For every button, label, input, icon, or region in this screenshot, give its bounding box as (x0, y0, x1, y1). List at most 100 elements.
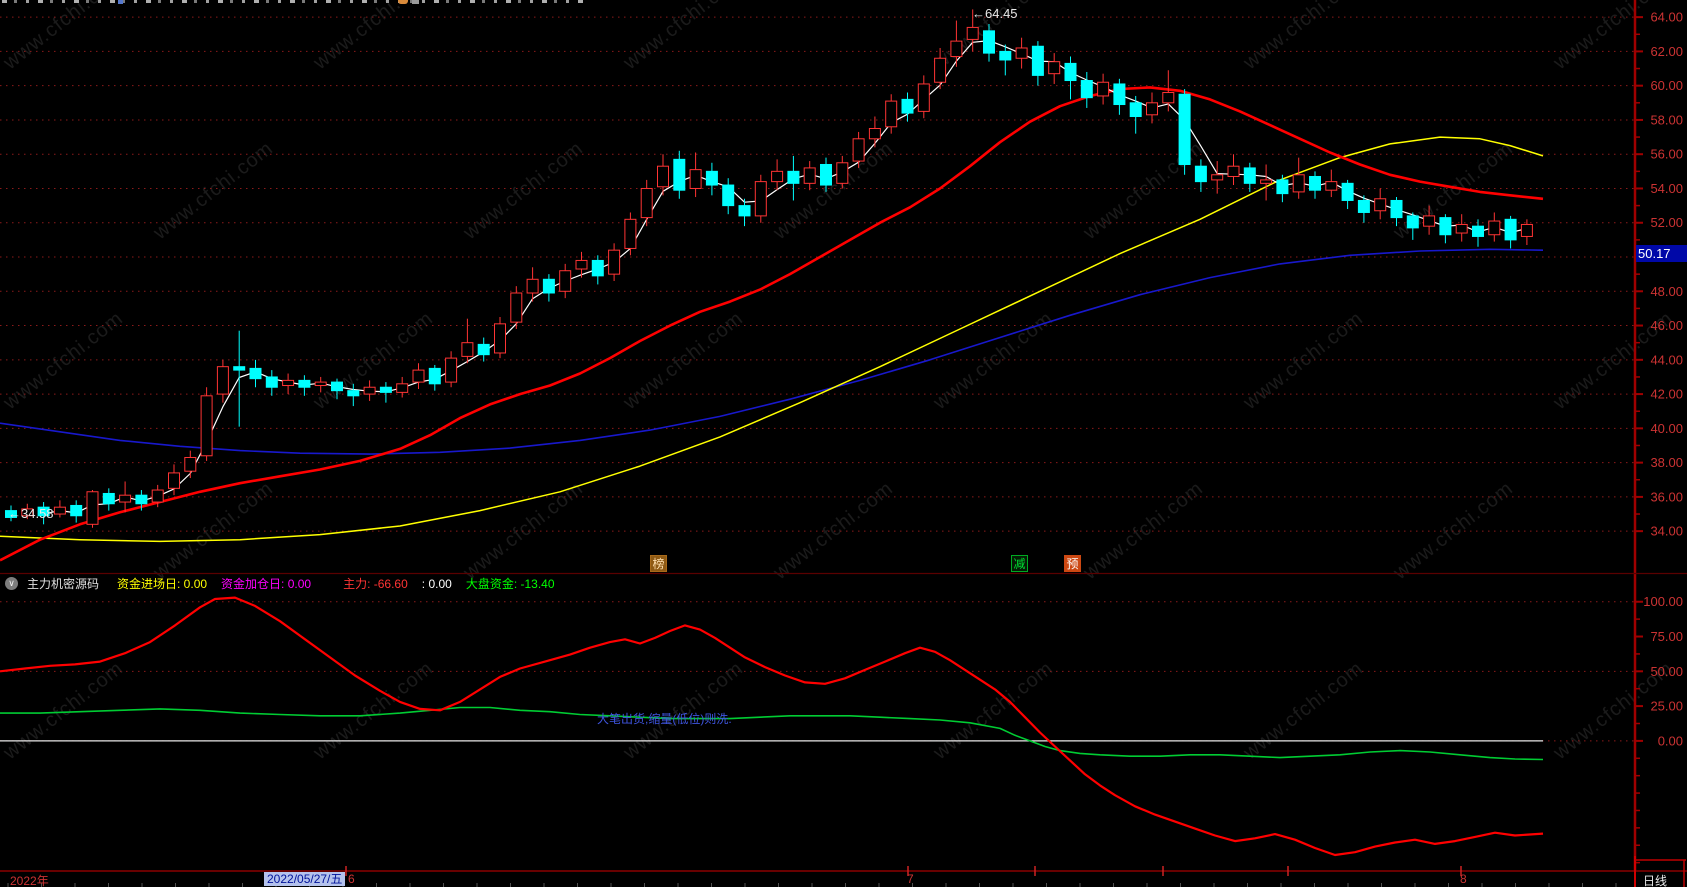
year-label: 2022年 (10, 874, 49, 887)
candlestick (265, 376, 278, 388)
candlestick (738, 205, 751, 217)
candlestick (689, 169, 702, 189)
candlestick (363, 386, 376, 395)
candlestick (428, 367, 441, 385)
candlestick (1080, 80, 1093, 99)
candlestick (477, 343, 490, 356)
indicator-header-bar: ∨ 主力机密源码 资金进场日: 0.00 资金加仓日: 0.00 主力: -66… (0, 575, 1630, 592)
signal-marker-yu: 预 (1064, 555, 1081, 572)
candlestick (1472, 225, 1484, 237)
market-funds-value-field: 大盘资金: -13.40 (465, 577, 555, 591)
y-axis-label: 60.00 (1650, 78, 1683, 93)
candlestick (722, 184, 735, 207)
candlestick (868, 128, 881, 140)
fund-add-day-field: 资金加仓日: 0.00 (221, 577, 312, 591)
candlestick (510, 292, 523, 323)
candlestick (673, 158, 686, 191)
secondary-value-field: : 0.00 (421, 576, 452, 591)
indicator-axis: 100.00 75.00 50.00 25.00 0.00 (0, 594, 1683, 864)
y-axis-label: 56.00 (1650, 147, 1683, 162)
candlestick (1243, 167, 1256, 184)
candlestick (901, 98, 914, 114)
y-axis-label: 0.00 (1658, 733, 1683, 748)
candlestick (445, 357, 458, 383)
main-force-value-field: 主力: -66.60 (343, 577, 408, 591)
market-funds-line (0, 706, 1544, 761)
main-force-line (0, 596, 1544, 857)
candlestick (1309, 175, 1321, 191)
watermark-text: www.cfchi.com (459, 137, 588, 244)
watermark-text: www.cfchi.com (309, 307, 438, 414)
candlestick (282, 379, 295, 387)
y-axis-label: 75.00 (1650, 629, 1683, 644)
candlestick (1227, 165, 1240, 177)
watermark-text: www.cfchi.com (769, 477, 898, 584)
y-axis-label: 25.00 (1650, 699, 1683, 714)
last-price-tag: 50.17 (1636, 245, 1687, 262)
candlestick (233, 366, 246, 371)
indicator-note-text: 大笔出货,缩量(低位)则洗. (597, 712, 732, 726)
candlestick (754, 181, 767, 217)
candlestick (1374, 198, 1387, 212)
highlighted-date-label[interactable]: 2022/05/27/五 (264, 872, 346, 886)
candlestick (640, 187, 653, 219)
candlestick (102, 492, 115, 505)
ma-blue-line (0, 248, 1544, 455)
clipped-title-fragment (412, 0, 419, 4)
candlestick (298, 379, 311, 388)
y-axis-label: 46.00 (1650, 318, 1683, 333)
watermark-text: www.cfchi.com (309, 0, 438, 75)
collapse-chevron-icon[interactable]: ∨ (5, 577, 18, 590)
high-price-annotation: ←64.45 (972, 6, 1018, 21)
y-axis-label: 34.00 (1650, 524, 1683, 539)
candlestick (803, 167, 816, 184)
indicator-name[interactable]: 主力机密源码 (27, 577, 100, 591)
y-axis-label: 52.00 (1650, 215, 1683, 230)
candlestick (999, 50, 1012, 61)
candlestick (119, 494, 132, 503)
candlestick (1341, 182, 1354, 201)
candlestick (184, 456, 197, 472)
candlestick (1064, 62, 1077, 82)
watermark-text: www.cfchi.com (149, 137, 278, 244)
fund-entry-day-field: 资金进场日: 0.00 (117, 577, 208, 591)
period-selector-label[interactable]: 日线 (1643, 874, 1668, 887)
price-axis: 64.0062.0060.0058.0056.0054.0052.0050.00… (1635, 10, 1683, 539)
candlestick (852, 138, 865, 162)
candlestick (1031, 45, 1044, 76)
candlestick (200, 395, 213, 457)
candlestick (559, 270, 572, 292)
month-label-august: 8 (1460, 872, 1467, 886)
watermark-text: www.cfchi.com (0, 0, 128, 75)
candlestick (1129, 102, 1142, 118)
candlestick (771, 170, 784, 183)
candlestick (1048, 61, 1061, 75)
y-axis-label: 42.00 (1650, 387, 1683, 402)
candlestick (168, 472, 180, 489)
watermark-text: www.cfchi.com (619, 0, 748, 75)
candlestick (657, 165, 669, 188)
candlestick (37, 506, 50, 517)
candlestick (787, 170, 800, 184)
candlestick (70, 504, 83, 517)
candlestick (983, 30, 995, 54)
candlestick (917, 83, 930, 112)
watermark-layer: www.cfchi.com www.cfchi.com www.cfchi.com w… (0, 0, 1678, 765)
candlestick (331, 381, 343, 392)
candlestick (1439, 217, 1452, 236)
candlestick (21, 508, 34, 517)
candlestick (1357, 199, 1370, 213)
candlestick (494, 323, 506, 354)
y-axis-label: 44.00 (1650, 352, 1683, 367)
candlestick (1455, 223, 1468, 234)
signal-marker-bang: 榜 (650, 555, 667, 572)
candlestick (1292, 174, 1305, 193)
y-axis-label: 62.00 (1650, 44, 1683, 59)
watermark-text: www.cfchi.com (619, 307, 748, 414)
candlestick (1276, 179, 1289, 195)
candlestick (966, 26, 979, 40)
candlestick (1178, 93, 1191, 165)
watermark-text: www.cfchi.com (769, 137, 898, 244)
y-axis-label: 58.00 (1650, 112, 1683, 127)
